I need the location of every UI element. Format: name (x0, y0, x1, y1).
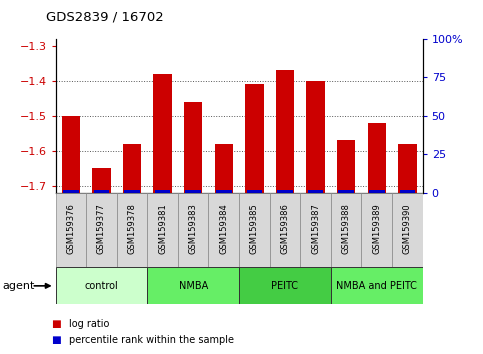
Text: PEITC: PEITC (271, 281, 298, 291)
FancyBboxPatch shape (331, 267, 423, 304)
Text: GSM159386: GSM159386 (281, 203, 289, 254)
Bar (214, 144, 233, 193)
Text: GSM159378: GSM159378 (128, 203, 137, 254)
Text: GSM159385: GSM159385 (250, 203, 259, 254)
Text: GSM159389: GSM159389 (372, 203, 381, 254)
FancyBboxPatch shape (300, 193, 331, 267)
Text: GSM159377: GSM159377 (97, 203, 106, 254)
FancyBboxPatch shape (361, 193, 392, 267)
Bar (94, 190, 109, 193)
Bar (247, 190, 262, 193)
Text: GSM159384: GSM159384 (219, 203, 228, 254)
Text: GSM159381: GSM159381 (158, 203, 167, 254)
Text: NMBA and PEITC: NMBA and PEITC (336, 281, 417, 291)
Bar (399, 190, 415, 193)
Text: control: control (85, 281, 118, 291)
Text: agent: agent (2, 281, 35, 291)
Bar (369, 190, 384, 193)
Bar (123, 144, 141, 193)
Bar (216, 190, 231, 193)
Text: log ratio: log ratio (69, 319, 110, 329)
Text: percentile rank within the sample: percentile rank within the sample (69, 335, 234, 345)
FancyBboxPatch shape (331, 193, 361, 267)
Text: ■: ■ (51, 335, 60, 345)
Text: GSM159383: GSM159383 (189, 203, 198, 254)
Text: GSM159390: GSM159390 (403, 203, 412, 254)
Bar (308, 190, 323, 193)
Bar (62, 116, 80, 193)
Text: GDS2839 / 16702: GDS2839 / 16702 (46, 11, 164, 24)
Text: ■: ■ (51, 319, 60, 329)
FancyBboxPatch shape (86, 193, 117, 267)
Bar (337, 141, 355, 193)
FancyBboxPatch shape (209, 193, 239, 267)
Text: NMBA: NMBA (179, 281, 208, 291)
Bar (306, 81, 325, 193)
FancyBboxPatch shape (147, 267, 239, 304)
Bar (154, 74, 172, 193)
Text: GSM159376: GSM159376 (66, 203, 75, 254)
FancyBboxPatch shape (239, 193, 270, 267)
Text: GSM159387: GSM159387 (311, 203, 320, 254)
Bar (184, 102, 202, 193)
Bar (155, 190, 170, 193)
FancyBboxPatch shape (270, 193, 300, 267)
Bar (92, 169, 111, 193)
Bar (63, 190, 79, 193)
Bar (398, 144, 416, 193)
FancyBboxPatch shape (56, 267, 147, 304)
Bar (276, 70, 294, 193)
Bar (368, 123, 386, 193)
FancyBboxPatch shape (117, 193, 147, 267)
FancyBboxPatch shape (239, 267, 331, 304)
FancyBboxPatch shape (392, 193, 423, 267)
FancyBboxPatch shape (56, 193, 86, 267)
FancyBboxPatch shape (178, 193, 209, 267)
Bar (185, 190, 201, 193)
Bar (245, 85, 264, 193)
Bar (277, 190, 293, 193)
Bar (124, 190, 140, 193)
Text: GSM159388: GSM159388 (341, 203, 351, 254)
FancyBboxPatch shape (147, 193, 178, 267)
Bar (339, 190, 354, 193)
